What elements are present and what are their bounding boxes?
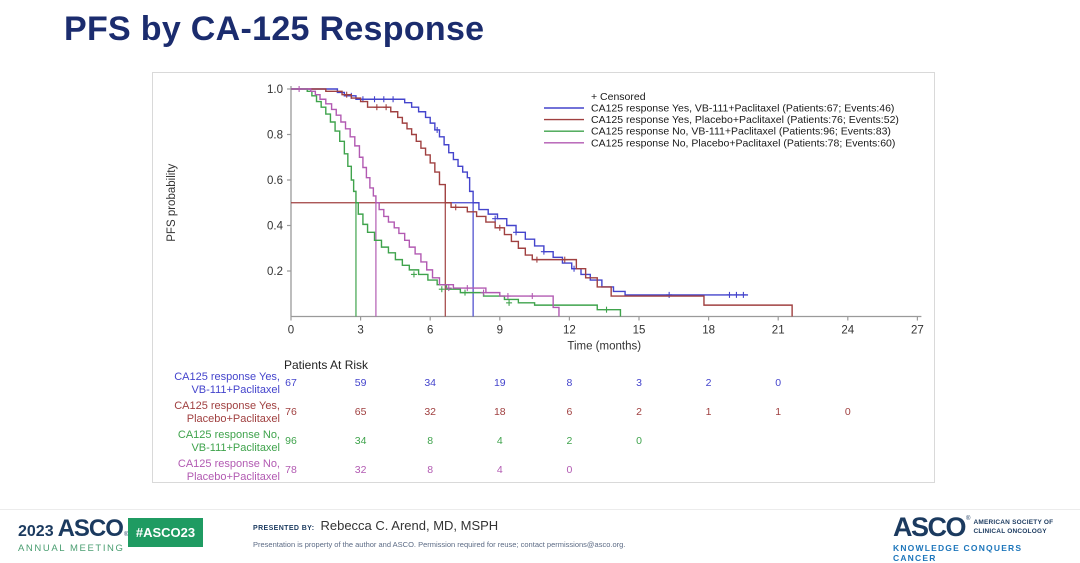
x-tick-label: 3 [357, 325, 363, 337]
x-tick-label: 18 [702, 325, 715, 337]
x-axis-title: Time (months) [567, 341, 641, 353]
at-risk-title: Patients At Risk [284, 358, 369, 372]
at-risk-count: 8 [427, 435, 433, 447]
at-risk-count: 1 [775, 406, 781, 418]
at-risk-count: 78 [285, 464, 297, 476]
at-risk-count: 4 [497, 435, 503, 447]
at-risk-count: 2 [636, 406, 642, 418]
at-risk-count: 0 [566, 464, 572, 476]
at-risk-count: 2 [706, 377, 712, 389]
page-title: PFS by CA-125 Response [64, 10, 485, 48]
asco-society-name: AMERICAN SOCIETY OF CLINICAL ONCOLOGY [973, 519, 1054, 535]
y-tick-label: 0.6 [267, 175, 283, 187]
at-risk-count: 32 [424, 406, 436, 418]
at-risk-row-label: CA125 response Yes, [174, 400, 280, 412]
x-tick-label: 9 [497, 325, 503, 337]
legend-item-label: CA125 response No, VB-111+Paclitaxel (Pa… [591, 126, 891, 138]
y-tick-label: 0.8 [267, 130, 283, 142]
x-tick-label: 12 [563, 325, 576, 337]
at-risk-row-label: Placebo+Paclitaxel [187, 471, 280, 482]
y-tick-label: 0.2 [267, 266, 283, 278]
x-tick-label: 0 [288, 325, 294, 337]
at-risk-row-label: CA125 response No, [178, 458, 280, 470]
at-risk-count: 96 [285, 435, 297, 447]
asco-logo: ASCO ® AMERICAN SOCIETY OF CLINICAL ONCO… [893, 514, 1068, 563]
y-tick-label: 0.4 [267, 221, 284, 233]
y-tick-label: 1.0 [267, 84, 283, 96]
legend-item-label: CA125 response Yes, VB-111+Paclitaxel (P… [591, 103, 894, 115]
x-tick-label: 21 [772, 325, 785, 337]
at-risk-count: 4 [497, 464, 503, 476]
at-risk-row-label: Placebo+Paclitaxel [187, 413, 280, 425]
asco-annual-meeting-logo: 2023 ASCO ® ANNUAL MEETING [18, 517, 128, 554]
at-risk-count: 67 [285, 377, 297, 389]
presented-by-line: PRESENTED BY: Rebecca C. Arend, MD, MSPH [253, 518, 625, 533]
x-tick-label: 6 [427, 325, 433, 337]
at-risk-count: 34 [424, 377, 436, 389]
logo-annual-meeting-label: ANNUAL MEETING [18, 543, 125, 554]
legend-item-label: CA125 response No, Placebo+Paclitaxel (P… [591, 137, 895, 149]
at-risk-count: 1 [706, 406, 712, 418]
at-risk-count: 34 [355, 435, 367, 447]
asco-wordmark: ASCO [893, 512, 967, 542]
x-tick-label: 24 [841, 325, 854, 337]
km-curve-3 [291, 88, 560, 317]
at-risk-row-label: VB-111+Paclitaxel [191, 384, 280, 396]
registered-mark-icon: ® [966, 516, 971, 522]
logo-year: 2023 [18, 523, 54, 540]
hashtag-badge: #ASCO23 [128, 518, 203, 547]
km-curve-1 [291, 88, 793, 317]
asco-logo-top: ASCO ® AMERICAN SOCIETY OF CLINICAL ONCO… [893, 514, 1068, 541]
presented-by-block: PRESENTED BY: Rebecca C. Arend, MD, MSPH… [253, 518, 625, 549]
at-risk-count: 18 [494, 406, 506, 418]
at-risk-row-label: CA125 response Yes, [174, 371, 280, 383]
at-risk-count: 2 [566, 435, 572, 447]
asco-annual-meeting-logo-top: 2023 ASCO ® [18, 517, 128, 541]
at-risk-count: 19 [494, 377, 506, 389]
at-risk-count: 59 [355, 377, 367, 389]
at-risk-count: 76 [285, 406, 297, 418]
x-tick-label: 15 [633, 325, 646, 337]
asco-tagline: KNOWLEDGE CONQUERS CANCER [893, 543, 1023, 563]
footer-divider [0, 509, 1080, 510]
at-risk-count: 0 [636, 435, 642, 447]
permission-disclaimer: Presentation is property of the author a… [253, 540, 626, 549]
at-risk-row-label: VB-111+Paclitaxel [191, 442, 280, 454]
chart-panel: 1.0 0.8 0.6 0.4 0.2 0 3 6 9 12 15 18 21 24 27 Time (mon… [152, 72, 935, 483]
at-risk-count: 6 [566, 406, 572, 418]
y-axis-title: PFS probability [166, 164, 178, 242]
at-risk-count: 8 [427, 464, 433, 476]
at-risk-count: 0 [845, 406, 851, 418]
at-risk-count: 8 [566, 377, 572, 389]
at-risk-count: 0 [775, 377, 781, 389]
legend-item-label: CA125 response Yes, Placebo+Paclitaxel (… [591, 114, 899, 126]
logo-asco-wordmark: ASCO [57, 515, 124, 542]
at-risk-count: 3 [636, 377, 642, 389]
at-risk-count: 32 [355, 464, 367, 476]
km-curve-0 [291, 88, 749, 296]
presented-by-label: PRESENTED BY: [253, 525, 315, 532]
legend-censored-label: + Censored [591, 91, 646, 103]
presenter-name: Rebecca C. Arend, MD, MSPH [320, 518, 499, 533]
x-tick-label: 27 [911, 325, 924, 337]
at-risk-count: 65 [355, 406, 367, 418]
registered-mark-icon: ® [123, 532, 129, 538]
at-risk-row-label: CA125 response No, [178, 429, 280, 441]
